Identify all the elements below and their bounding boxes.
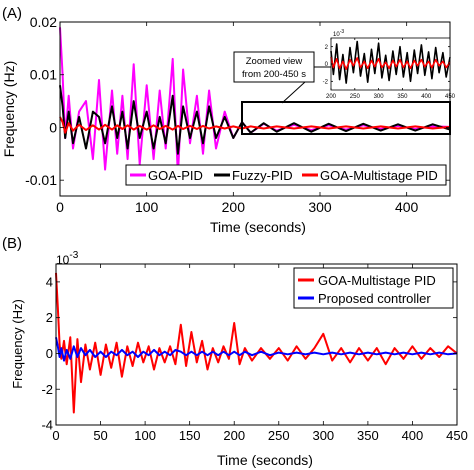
panel-a-x-tick-label: 400 (395, 199, 419, 215)
panel-b-x-tick-label: 0 (52, 428, 59, 443)
inset-x-tick-label: 450 (445, 94, 456, 100)
panel-b-x-ticks: 0 50 100 150 200 250 300 350 400 450 (52, 264, 468, 443)
panel-b-x-tick-label: 300 (312, 428, 334, 443)
panel-b-y-tick-label: 0 (46, 346, 53, 361)
inset-x-tick-label: 250 (350, 94, 361, 100)
legend-b-label-goa-multistage: GOA-Multistage PID (318, 273, 436, 288)
panel-b-x-tick-label: 100 (134, 428, 156, 443)
series-a-fuzzy-pid (59, 85, 451, 155)
panel-a-y-tick-label: 0 (49, 119, 57, 135)
inset-y-tick-label: 0 (325, 62, 329, 68)
annotation-line-2: from 200-450 s (242, 69, 306, 80)
series-a-goa-multistage-pid (59, 116, 451, 134)
panel-a-x-tick-label: 100 (135, 199, 159, 215)
panel-b-y-ticks: -4 -2 0 2 4 (41, 274, 457, 433)
inset-x-tick-label: 200 (326, 94, 337, 100)
panel-b-y-tick-label: -2 (41, 382, 53, 397)
panel-b-y-tick-label: -4 (41, 418, 53, 433)
panel-b-y-tick-label: 2 (46, 310, 53, 325)
panel-a-y-ticks: -0.01 0 0.01 0.02 (25, 14, 450, 188)
panel-a-x-axis-label: Time (seconds) (210, 219, 306, 235)
panel-a-x-ticks: 0 100 200 300 400 (56, 22, 419, 215)
panel-b-y-tick-label: 4 (46, 274, 53, 289)
panel-b-x-tick-label: 150 (179, 428, 201, 443)
panel-a-inset: 200 250 300 350 400 450 -2 0 2 10-3 (323, 29, 456, 100)
panel-a-zoom-box (241, 101, 451, 135)
panel-a: (A) 0 100 200 300 400 -0.01 0 0.01 0.02 Time (s… (1, 5, 456, 235)
panel-b-x-tick-label: 350 (357, 428, 379, 443)
inset-exponent: 10-3 (333, 29, 344, 38)
legend-a-label-fuzzy-pid: Fuzzy-PID (232, 168, 293, 183)
panel-a-y-tick-label: 0.02 (30, 14, 57, 30)
panel-b-axes-frame (55, 263, 458, 426)
panel-b-x-tick-label: 400 (402, 428, 424, 443)
annotation-line-1: Zoomed view (246, 56, 303, 67)
panel-b-x-tick-label: 450 (446, 428, 468, 443)
panel-a-x-tick-label: 300 (308, 199, 332, 215)
panel-b-x-axis-label: Time (seconds) (217, 452, 313, 468)
panel-b-x-tick-label: 200 (223, 428, 245, 443)
panel-a-label: (A) (2, 5, 22, 22)
series-b-proposed-controller (55, 337, 458, 362)
inset-x-tick-label: 350 (397, 94, 408, 100)
legend-b-label-proposed: Proposed controller (318, 291, 431, 306)
panel-a-y-axis-label: Frequency (Hz) (1, 61, 17, 157)
panel-a-y-tick-label: 0.01 (30, 67, 57, 83)
panel-b-legend: GOA-Multistage PID Proposed controller (293, 267, 454, 309)
panel-b-x-tick-label: 250 (268, 428, 290, 443)
panel-a-x-tick-label: 0 (56, 199, 64, 215)
panel-b-x-tick-label: 50 (93, 428, 107, 443)
panel-a-x-tick-label: 200 (222, 199, 246, 215)
panel-b-label: (B) (2, 235, 22, 252)
inset-y-tick-label: -2 (323, 79, 329, 85)
legend-a-label-goa-multistage: GOA-Multistage PID (320, 168, 438, 183)
inset-plot-area (330, 40, 451, 84)
inset-y-tick-label: 2 (325, 45, 329, 51)
inset-series-fuzzy-pid (330, 40, 451, 84)
panel-b-y-axis-label: Frequency (Hz) (10, 299, 25, 389)
panel-a-annotation-box: Zoomed view from 200-450 s (233, 51, 331, 104)
inset-x-ticks: 200 250 300 350 400 450 (326, 38, 456, 100)
panel-b: (B) 10-3 0 50 100 150 200 250 300 350 400 450 -4-… (2, 235, 468, 468)
inset-y-ticks: -2 0 2 (323, 45, 450, 85)
panel-b-plot-area (55, 272, 458, 414)
inset-series-goa-multistage-pid (330, 56, 451, 70)
series-b-goa-multistage-pid (55, 272, 458, 414)
legend-a-label-goa-pid: GOA-PID (148, 168, 203, 183)
annotation-arrow (281, 81, 306, 104)
panel-a-y-tick-label: -0.01 (25, 172, 57, 188)
panel-a-legend: GOA-PID Fuzzy-PID GOA-Multistage PID (125, 164, 447, 186)
panel-a-plot-area (59, 27, 451, 176)
inset-x-tick-label: 400 (421, 94, 432, 100)
inset-x-tick-label: 300 (374, 94, 385, 100)
